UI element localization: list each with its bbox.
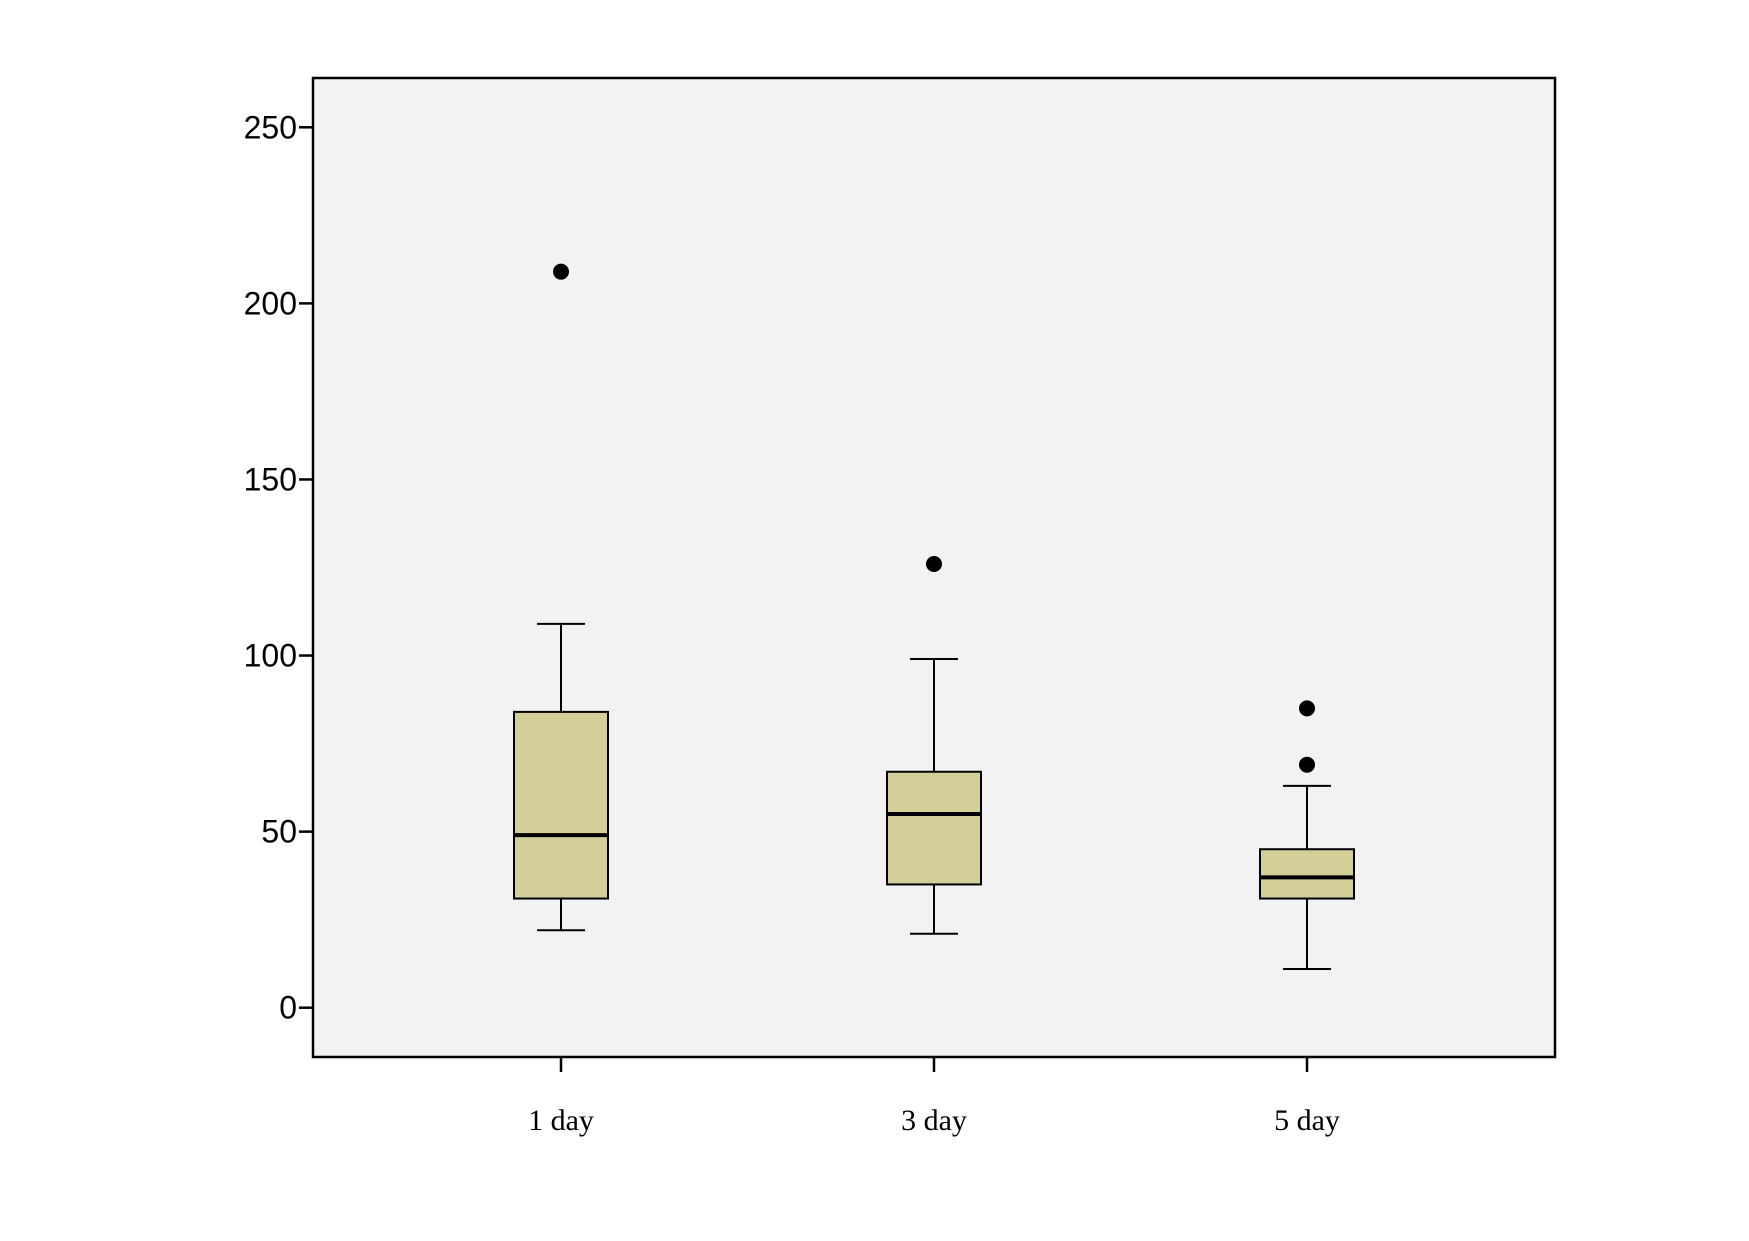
outlier-point bbox=[1299, 756, 1315, 773]
box-group bbox=[513, 263, 609, 932]
boxes-group bbox=[513, 263, 1355, 970]
outlier-point bbox=[553, 263, 569, 280]
box-group bbox=[886, 555, 982, 935]
x-axis: 1 day 3 day 5 day bbox=[528, 1057, 1340, 1137]
iqr-box bbox=[1259, 848, 1355, 900]
outlier-point bbox=[926, 555, 942, 572]
y-axis: 0 50 100 150 200 250 bbox=[244, 109, 313, 1026]
y-tick-label: 100 bbox=[244, 638, 297, 674]
outlier-point bbox=[1299, 700, 1315, 717]
y-tick-label: 200 bbox=[244, 285, 297, 321]
y-tick-label: 150 bbox=[244, 461, 297, 497]
x-tick-label: 3 day bbox=[901, 1104, 967, 1137]
iqr-box bbox=[886, 770, 982, 886]
iqr-box bbox=[513, 710, 609, 900]
box-group bbox=[1259, 700, 1355, 970]
x-tick-label: 1 day bbox=[528, 1104, 594, 1137]
x-tick-label: 5 day bbox=[1274, 1104, 1340, 1137]
y-tick-label: 0 bbox=[279, 990, 297, 1026]
y-tick-label: 50 bbox=[261, 814, 297, 850]
y-tick-label: 250 bbox=[244, 109, 297, 145]
